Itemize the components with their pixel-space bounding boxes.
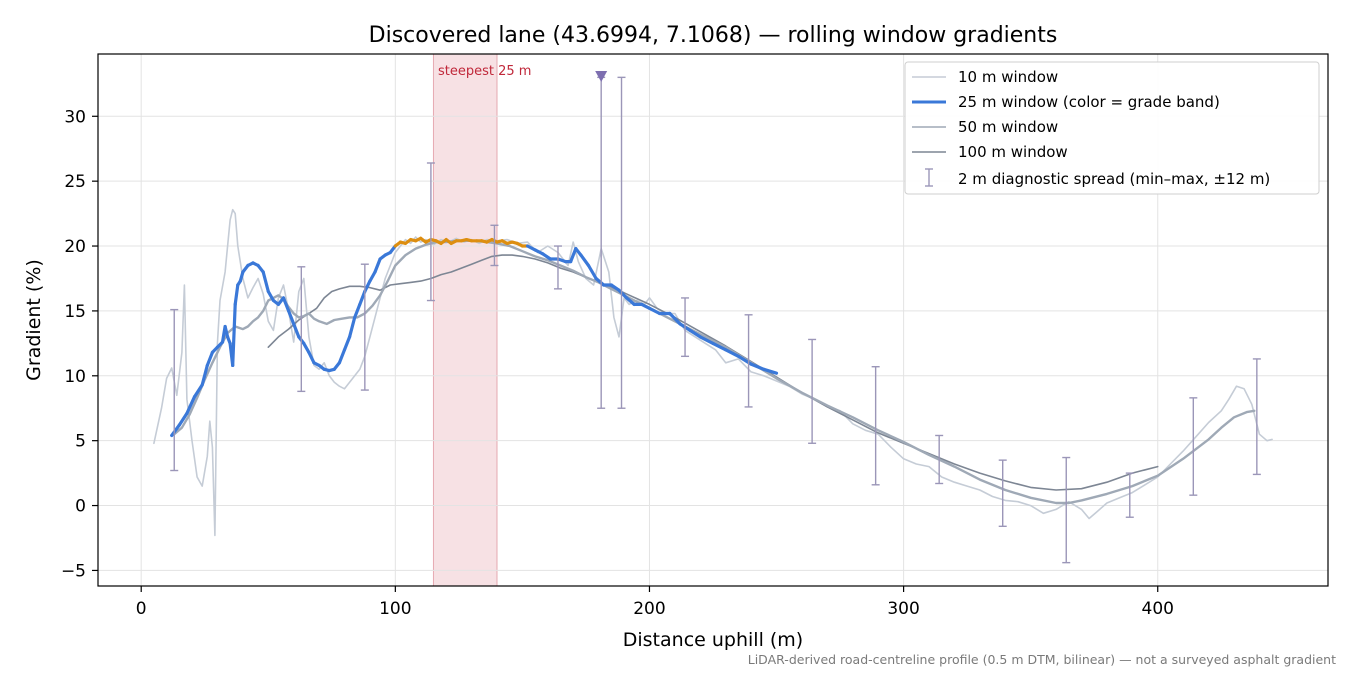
y-tick-label: −5: [61, 561, 86, 581]
series-segment-w25: [353, 302, 362, 319]
series-segment-w25: [569, 247, 578, 264]
y-tick-label: 15: [64, 302, 86, 322]
series-segment-w25: [698, 335, 715, 345]
error-bar: [871, 366, 880, 486]
series-segment-w25: [363, 279, 372, 294]
series-segment-w25: [647, 306, 662, 316]
error-bar: [490, 224, 499, 267]
series-segment-w25: [233, 283, 240, 306]
series-segment-w25: [170, 423, 181, 438]
y-tick-label: 0: [75, 497, 86, 517]
plot-frame: [97, 53, 1329, 587]
y-tick-label: 20: [64, 237, 86, 257]
series-segment-w25: [368, 270, 377, 283]
series-segment-w25: [342, 335, 352, 352]
marker-layer: [595, 71, 608, 83]
series-segment-w25: [307, 350, 316, 365]
error-bar: [170, 308, 179, 472]
x-tick-label: 100: [379, 599, 411, 619]
series-segment-w25: [373, 257, 382, 274]
error-bar: [1189, 397, 1198, 496]
errorbar-layer: [170, 76, 1261, 564]
series-segment-w25: [724, 348, 741, 358]
error-bar: [1252, 358, 1261, 476]
y-tick-label: 5: [75, 432, 86, 452]
series-segment-w25: [337, 348, 347, 365]
legend-label-50m: 50 m window: [958, 118, 1058, 136]
series-segment-w25: [688, 328, 702, 339]
error-bar: [553, 245, 562, 290]
series-segment-w25: [261, 270, 270, 294]
chart-title: Discovered lane (43.6994, 7.1068) — roll…: [369, 23, 1058, 48]
y-tick-label: 25: [64, 172, 86, 192]
series-segment-w25: [348, 315, 357, 339]
error-bar: [426, 162, 435, 302]
error-bar: [617, 76, 626, 409]
series-segment-w25: [281, 296, 291, 313]
series-segment-w25: [185, 395, 197, 415]
series-segment-w25: [200, 363, 209, 387]
legend-label-errorbar: 2 m diagnostic spread (min–max, ±12 m): [958, 170, 1270, 188]
marker-triangle: [595, 71, 608, 83]
x-tick-label: 0: [136, 599, 147, 619]
x-axis-label: Distance uphill (m): [623, 629, 803, 651]
series-segment-w25: [358, 289, 367, 306]
error-bar: [297, 266, 306, 393]
series-segment-w25: [711, 341, 728, 352]
tick-layer: 0 100 200 300 400 −5 0 5 10 15 20 25 30: [61, 107, 1174, 619]
series-segment-w25: [302, 341, 311, 354]
legend-label-10m: 10 m window: [958, 68, 1058, 86]
x-tick-label: 300: [887, 599, 919, 619]
y-axis-label: Gradient (%): [23, 259, 45, 381]
steepest-band-layer: [432, 53, 498, 587]
legend-label-100m: 100 m window: [958, 143, 1068, 161]
series-segment-w25: [223, 324, 230, 339]
series-segment-w25: [177, 411, 189, 427]
y-tick-label: 10: [64, 367, 86, 387]
error-bar: [744, 314, 753, 408]
x-tick-label: 200: [633, 599, 665, 619]
series-segment-w25: [594, 276, 606, 287]
error-bar: [681, 297, 690, 358]
error-bar: [998, 459, 1007, 528]
legend-box: [904, 61, 1320, 195]
series-segment-w25: [586, 263, 598, 281]
series-segment-w25: [762, 367, 779, 375]
series-segment-w25: [193, 383, 204, 399]
grid-layer: [98, 54, 1328, 586]
series-segment-w25: [287, 309, 296, 326]
legend: 10 m window 25 m window (color = grade b…: [904, 61, 1320, 195]
series-segment-w25: [266, 289, 275, 303]
band-label: steepest 25 m: [438, 64, 531, 79]
error-bar: [935, 434, 944, 485]
error-bar: [1125, 472, 1134, 518]
series-segment-w25: [292, 322, 301, 339]
series-segment-w25: [624, 296, 636, 306]
x-tick-label: 400: [1142, 599, 1174, 619]
series-segment-w25: [205, 350, 214, 367]
error-bar: [360, 263, 369, 391]
series-segment-w25: [668, 311, 682, 326]
error-bar: [808, 338, 817, 444]
error-bar: [1062, 456, 1071, 564]
series-segment-w25: [749, 362, 766, 371]
legend-label-25m: 25 m window (color = grade band): [958, 93, 1220, 111]
legend-swatch-errorbar: [925, 168, 933, 187]
series-segment-w25: [231, 302, 237, 367]
y-tick-label: 30: [64, 107, 86, 127]
series-segment-w25: [617, 288, 629, 300]
footnote: LiDAR-derived road-centreline profile (0…: [748, 652, 1336, 667]
series-layer: [153, 208, 1273, 537]
series-segment-w25: [579, 253, 591, 268]
steepest-band: [432, 53, 498, 587]
